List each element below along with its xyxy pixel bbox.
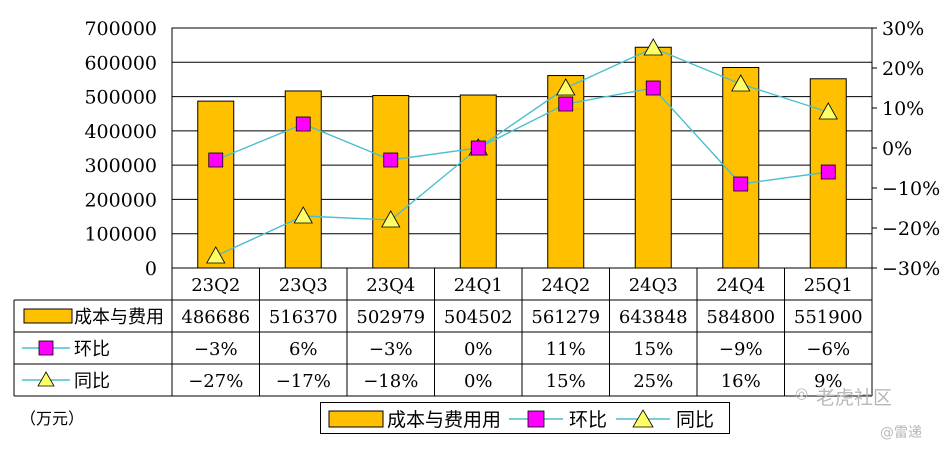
qoq-point	[558, 96, 574, 112]
table-cell: −17%	[276, 371, 331, 392]
grid-lines	[172, 27, 872, 269]
table-cell: 25%	[633, 371, 673, 392]
qoq-line	[215, 87, 829, 185]
category-label: 23Q4	[366, 275, 415, 296]
qoq-point	[208, 152, 224, 168]
yoy-point	[381, 210, 401, 228]
y-left-tick-label: 300000	[84, 155, 157, 177]
y-right-tick-label: −30%	[882, 258, 940, 280]
table-cell: −27%	[188, 371, 243, 392]
yoy-point	[206, 246, 226, 264]
yoy-point	[643, 38, 663, 56]
legend-triangle-marker-icon	[632, 409, 654, 428]
qoq-point	[470, 140, 486, 156]
qoq-point	[820, 164, 836, 180]
y-right-tick-label: 0%	[882, 138, 912, 160]
watermark-author: @雷递	[880, 425, 922, 441]
y-right-tick-label: 30%	[882, 18, 924, 40]
y-left-tick-label: 400000	[84, 121, 157, 143]
category-label: 24Q3	[629, 275, 678, 296]
table-legend-triangle-icon	[37, 371, 55, 387]
table-cell: 6%	[289, 339, 318, 360]
table-cell: −3%	[194, 339, 238, 360]
category-label: 24Q1	[454, 275, 503, 296]
unit-label: （万元）	[20, 409, 85, 428]
y-left-tick-label: 100000	[84, 224, 157, 246]
table-cell: 486686	[181, 307, 250, 328]
watermark-logo-icon: ◎	[795, 384, 809, 402]
line-series	[206, 38, 838, 264]
table-cell: 11%	[546, 339, 586, 360]
table-cell: 16%	[721, 371, 761, 392]
y-left-tick-label: 500000	[84, 87, 157, 109]
qoq-point	[383, 152, 399, 168]
legend-square-marker-icon	[527, 410, 545, 428]
table-cell: −18%	[363, 371, 418, 392]
legend-label-yoy: 同比	[676, 409, 714, 431]
table-cell: 516370	[269, 307, 338, 328]
table-row-label: 成本与费用	[74, 307, 164, 328]
category-label: 23Q3	[279, 275, 328, 296]
bar	[459, 94, 497, 269]
plot-frame	[171, 27, 873, 269]
category-label: 23Q2	[191, 275, 240, 296]
table-legend-bar-swatch	[23, 308, 73, 324]
watermark-brand: 老虎社区	[816, 387, 893, 409]
yoy-point	[818, 102, 838, 120]
yoy-line	[215, 47, 829, 257]
table-cell: 584800	[706, 307, 775, 328]
qoq-point	[295, 116, 311, 132]
yoy-point	[293, 206, 313, 224]
legend-label-cost: 成本与费用用	[387, 409, 501, 431]
bar	[197, 100, 235, 269]
table-cell: 0%	[464, 339, 493, 360]
table-cell: 15%	[546, 371, 586, 392]
data-table: 23Q2 23Q3 23Q4 24Q1 24Q2 24Q3 24Q4 25Q1 成本与费用 486…	[13, 268, 873, 397]
bar-series	[197, 46, 847, 269]
legend-bar-swatch	[328, 410, 384, 428]
y-right-tick-label: 20%	[882, 58, 924, 80]
table-cell: −9%	[719, 339, 763, 360]
table-row-label: 环比	[74, 339, 110, 360]
table-cell: 561279	[531, 307, 600, 328]
table-row-label: 同比	[74, 371, 110, 392]
bar	[634, 46, 672, 269]
category-label: 24Q2	[541, 275, 590, 296]
table-cell: −6%	[806, 339, 850, 360]
category-label: 24Q4	[716, 275, 765, 296]
table-cell: 15%	[633, 339, 673, 360]
qoq-point	[733, 176, 749, 192]
bar	[722, 66, 760, 269]
category-label: 25Q1	[804, 275, 853, 296]
legend-graphics: 成本与费用用 环比 同比	[328, 409, 714, 431]
table-legend-square-icon	[38, 340, 54, 356]
legend-label-qoq: 环比	[569, 409, 607, 431]
table-cell: 504502	[444, 307, 513, 328]
axes: 0 100000 200000 300000 400000 500000 600000 700…	[84, 18, 940, 280]
y-right-tick-label: 10%	[882, 98, 924, 120]
table-cell: 502979	[356, 307, 425, 328]
table-cell: −3%	[369, 339, 413, 360]
yoy-point	[731, 74, 751, 92]
table-cell: 643848	[619, 307, 688, 328]
y-left-tick-label: 700000	[84, 18, 157, 40]
y-left-tick-label: 600000	[84, 52, 157, 74]
y-left-tick-label: 200000	[84, 189, 157, 211]
y-right-tick-label: −20%	[882, 218, 940, 240]
legend: 成本与费用用 环比 同比	[320, 402, 730, 434]
qoq-point	[645, 80, 661, 96]
y-left-tick-label: 0	[145, 258, 157, 280]
yoy-point	[556, 78, 576, 96]
table-cell: 9%	[814, 371, 843, 392]
y-right-tick-label: −10%	[882, 178, 940, 200]
bar	[372, 95, 410, 269]
table-cell: 551900	[794, 307, 863, 328]
table-cell: 0%	[464, 371, 493, 392]
